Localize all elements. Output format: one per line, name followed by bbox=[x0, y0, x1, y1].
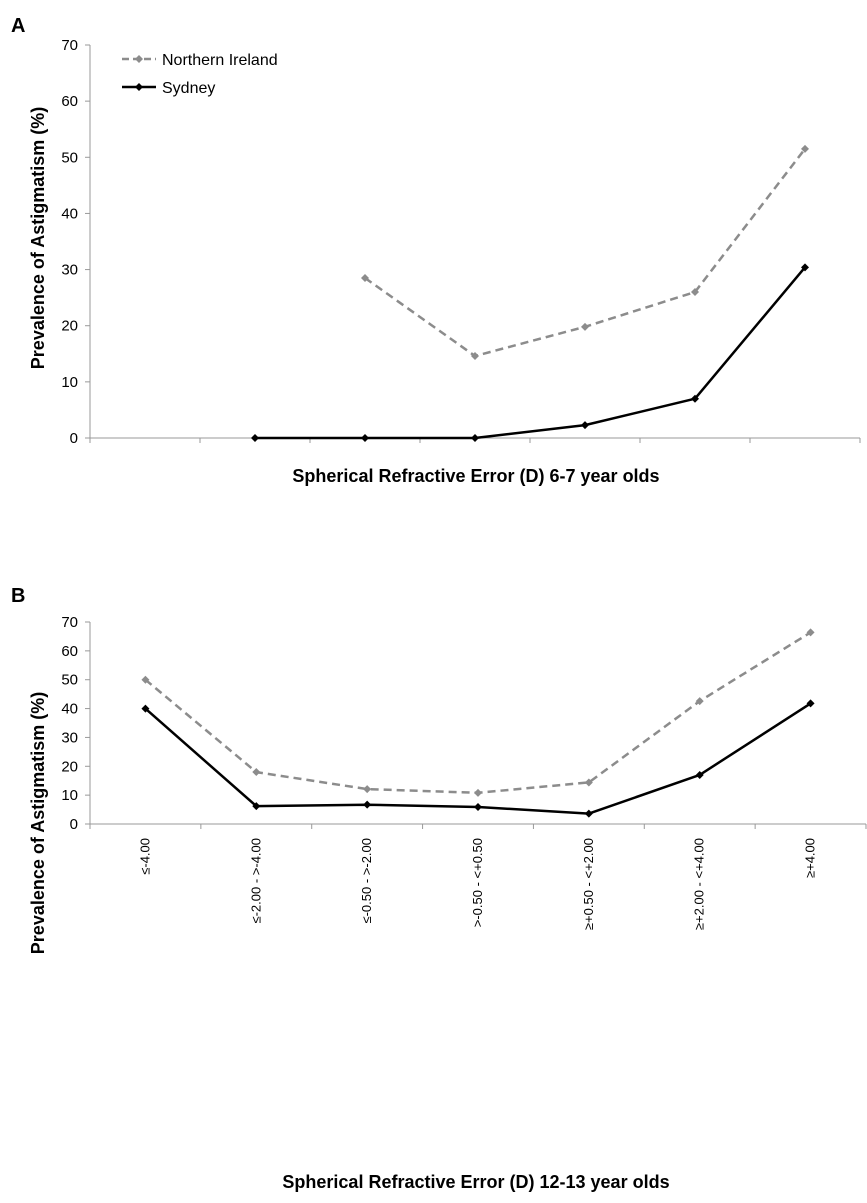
panel-b-point-northern-ireland bbox=[363, 785, 372, 794]
panel-b-point-sydney bbox=[141, 704, 150, 713]
panel-b-point-sydney bbox=[695, 770, 704, 779]
panel-a-point-sydney bbox=[801, 263, 809, 272]
panel-b-y-axis-title: Prevalence of Astigmatism (%) bbox=[28, 692, 48, 954]
panel-b-point-northern-ireland bbox=[474, 788, 482, 797]
legend-label-northern-ireland: Northern Ireland bbox=[162, 52, 278, 69]
panel-b-y-tick-label: 0 bbox=[70, 816, 78, 833]
panel-a-point-northern-ireland bbox=[691, 288, 699, 297]
panel-a-point-sydney bbox=[361, 434, 369, 442]
panel-a-point-sydney bbox=[251, 434, 259, 442]
panel-a-point-sydney bbox=[581, 421, 589, 430]
panel-b-point-northern-ireland bbox=[584, 778, 593, 787]
panel-a-y-tick-label: 60 bbox=[61, 93, 78, 110]
panel-a-y-tick-label: 0 bbox=[70, 430, 78, 447]
panel-b-y-tick-label: 70 bbox=[61, 614, 78, 631]
panel-b-point-sydney bbox=[806, 699, 815, 708]
panel-b-series-line-sydney bbox=[144, 702, 812, 815]
panel-b-category-label: ≤-0.50 - >-2.00 bbox=[359, 838, 374, 924]
panel-a-y-axis-title: Prevalence of Astigmatism (%) bbox=[28, 107, 48, 369]
panel-b-letter: B bbox=[11, 585, 25, 607]
panel-b-category-label: ≥+2.00 - <+4.00 bbox=[692, 838, 707, 930]
panel-a-y-tick-label: 40 bbox=[61, 205, 78, 222]
panel-a-point-northern-ireland bbox=[581, 322, 589, 331]
panel-b-y-tick-label: 60 bbox=[61, 643, 78, 660]
panel-b-point-northern-ireland bbox=[252, 768, 261, 777]
panel-a-y-tick-label: 20 bbox=[61, 318, 78, 335]
panel-a-y-tick-label: 70 bbox=[61, 37, 78, 54]
panel-b-point-sydney bbox=[584, 809, 593, 818]
panel-b-point-sydney bbox=[363, 800, 372, 809]
legend-label-sydney: Sydney bbox=[162, 80, 215, 97]
panel-b-category-label: ≤-2.00 - >-4.00 bbox=[248, 838, 263, 924]
panel-a-y-tick-label: 10 bbox=[61, 374, 78, 391]
panel-b-x-axis-title: Spherical Refractive Error (D) 12-13 yea… bbox=[282, 1172, 669, 1192]
legend-item-sydney: Sydney bbox=[122, 80, 215, 97]
panel-a-letter: A bbox=[11, 15, 25, 37]
panel-b-point-northern-ireland bbox=[806, 628, 815, 637]
panel-a: A Prevalence of Astigmatism (%) Spherica… bbox=[11, 15, 861, 486]
panel-a-point-sydney bbox=[471, 434, 479, 442]
panel-b-category-label: ≥+0.50 - <+2.00 bbox=[581, 838, 596, 930]
panel-a-point-northern-ireland bbox=[471, 352, 479, 361]
panel-a-point-northern-ireland bbox=[801, 144, 809, 153]
panel-a-y-tick-label: 50 bbox=[61, 149, 78, 166]
panel-a-point-northern-ireland bbox=[361, 273, 369, 282]
legend: Northern Ireland Sydney bbox=[122, 52, 278, 97]
legend-marker-sydney bbox=[135, 83, 143, 91]
panel-a-series-line-sydney bbox=[255, 266, 806, 440]
panel-a-plot: 0 10 20 30 40 50 60 70 bbox=[61, 37, 861, 447]
panel-a-x-axis-title: Spherical Refractive Error (D) 6-7 year … bbox=[292, 466, 659, 486]
panel-b-point-sydney bbox=[252, 802, 261, 811]
legend-marker-northern-ireland bbox=[135, 55, 143, 63]
panel-b-y-tick-label: 50 bbox=[61, 672, 78, 689]
panel-b-y-tick-label: 10 bbox=[61, 787, 78, 804]
panel-b-category-label: ≥+4.00 bbox=[803, 838, 818, 878]
panel-b-category-label: ≤-4.00 bbox=[137, 838, 152, 875]
panel-b-category-label: >-0.50 - <+0.50 bbox=[470, 838, 485, 927]
panel-b-point-sydney bbox=[474, 802, 482, 811]
panel-b-y-tick-label: 30 bbox=[61, 729, 78, 746]
panel-b-plot: 0 10 20 30 40 50 60 70 ≤-4.00 ≤-2.00 - >-4.00 ≤-0.… bbox=[61, 614, 867, 930]
panel-b-point-northern-ireland bbox=[695, 697, 704, 706]
legend-item-northern-ireland: Northern Ireland bbox=[122, 52, 278, 69]
panel-b-y-tick-label: 40 bbox=[61, 701, 78, 718]
panel-a-point-sydney bbox=[691, 394, 699, 403]
panel-a-y-tick-label: 30 bbox=[61, 262, 78, 279]
panel-b-y-tick-label: 20 bbox=[61, 758, 78, 775]
panel-b-point-northern-ireland bbox=[141, 675, 150, 684]
panel-b: B Prevalence of Astigmatism (%) Spherica… bbox=[11, 585, 867, 1192]
